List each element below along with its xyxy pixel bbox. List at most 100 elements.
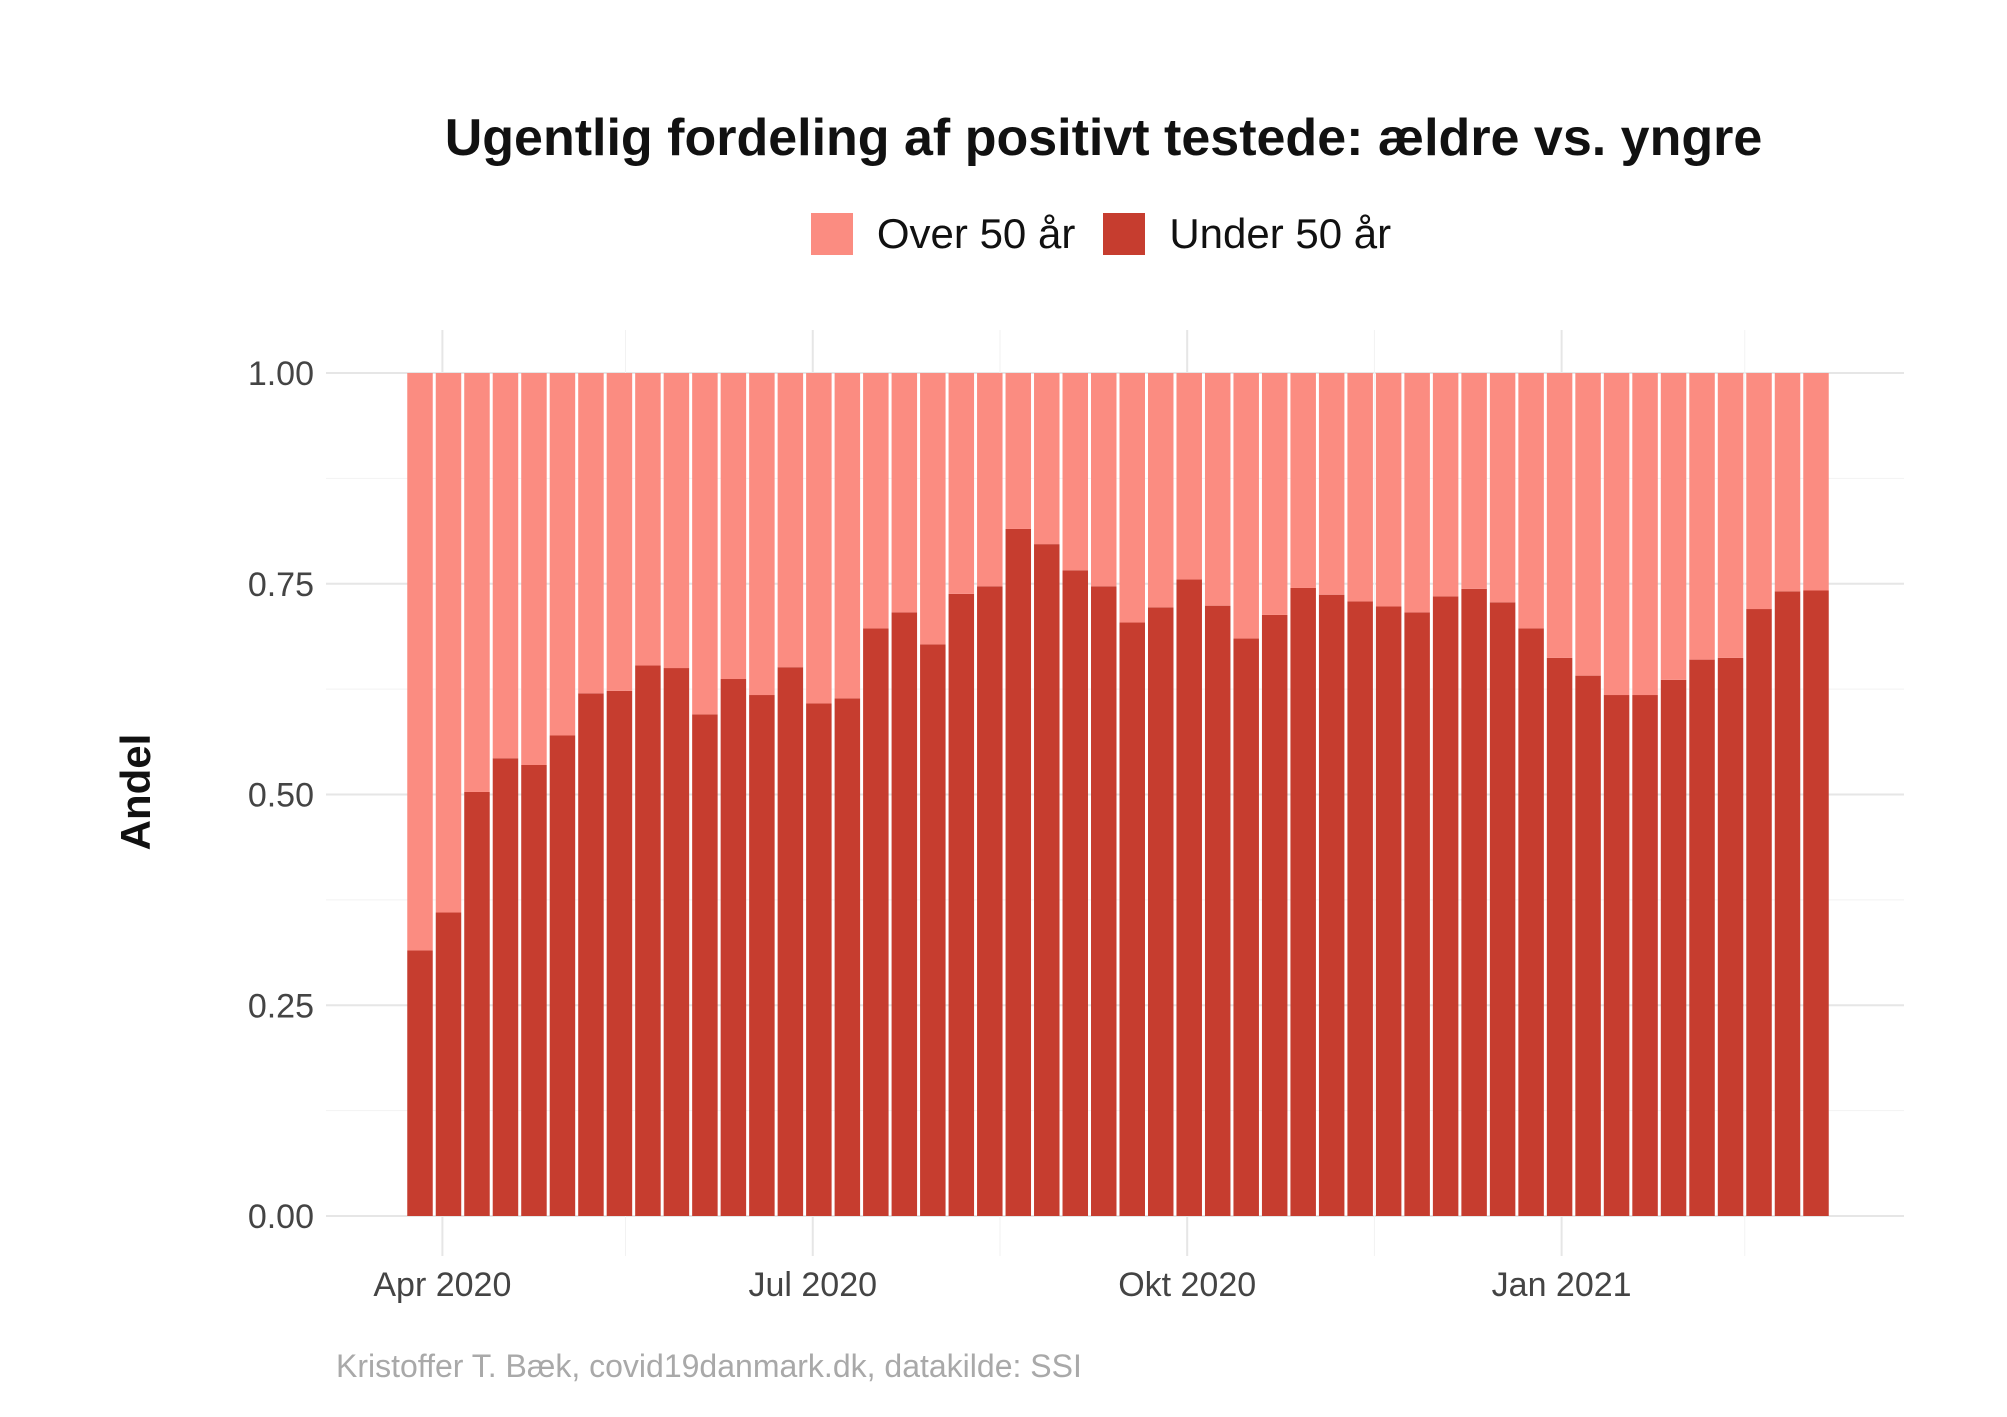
bar-under-50 [1404,612,1430,1216]
bar-over-50 [464,373,490,792]
bar-under-50 [1375,606,1402,1216]
bar-under-50 [606,690,633,1216]
bar-over-50 [692,373,718,715]
bar-under-50 [777,667,804,1216]
bar-under-50 [1489,602,1516,1216]
bar-over-50 [977,373,1003,587]
bar-over-50 [806,373,832,704]
bar-under-50 [1347,601,1373,1216]
bar-under-50 [749,695,775,1216]
y-tick-label: 0.75 [248,566,314,604]
bar-under-50 [1034,544,1060,1216]
bar-under-50 [521,764,547,1216]
bar-under-50 [663,668,690,1216]
bar-over-50 [1803,373,1829,591]
x-tick-label: Jan 2021 [1492,1266,1632,1304]
bar-over-50 [1489,373,1516,603]
bar-under-50 [948,593,975,1216]
x-tick-label: Apr 2020 [373,1266,511,1304]
bar-under-50 [549,735,576,1216]
bar-over-50 [1034,373,1060,545]
bar-under-50 [435,912,462,1216]
bar-over-50 [549,373,576,736]
x-tick-label: Jul 2020 [748,1266,877,1304]
y-tick-label: 1.00 [248,355,314,393]
bar-under-50 [1147,607,1174,1216]
bar-over-50 [1660,373,1687,680]
bar-under-50 [1233,638,1259,1216]
legend: Over 50 år Under 50 år [0,210,2007,258]
bar-over-50 [492,373,519,759]
bar-under-50 [1603,695,1630,1216]
bar-over-50 [663,373,690,669]
bar-under-50 [1062,570,1089,1216]
bar-over-50 [635,373,661,666]
bar-over-50 [1147,373,1174,608]
bar-under-50 [1119,622,1145,1216]
bar-under-50 [1632,695,1658,1216]
bar-over-50 [1375,373,1402,607]
bar-under-50 [1091,586,1117,1216]
bar-over-50 [1290,373,1316,588]
bar-under-50 [1717,657,1744,1216]
bar-under-50 [464,791,490,1216]
bar-over-50 [1062,373,1089,571]
bar-under-50 [492,758,519,1216]
bar-under-50 [635,665,661,1216]
bar-over-50 [435,373,462,913]
bar-under-50 [1204,605,1231,1216]
x-tick-label: Okt 2020 [1118,1266,1256,1304]
bar-under-50 [1318,594,1345,1216]
bar-over-50 [578,373,604,694]
bar-over-50 [1318,373,1345,595]
y-tick-label: 0.25 [248,987,314,1025]
bar-under-50 [1432,596,1459,1216]
bar-under-50 [834,698,861,1216]
bar-over-50 [1176,373,1202,580]
bar-under-50 [1774,591,1801,1216]
bar-over-50 [1233,373,1259,639]
bar-over-50 [1774,373,1801,592]
bar-over-50 [1347,373,1373,602]
bar-under-50 [1005,528,1032,1216]
bar-under-50 [1575,675,1601,1216]
bar-over-50 [1204,373,1231,606]
bar-under-50 [407,950,433,1216]
bar-over-50 [1746,373,1772,610]
bar-over-50 [777,373,804,668]
bar-over-50 [1461,373,1487,589]
bar-under-50 [920,644,946,1216]
bar-over-50 [1689,373,1715,660]
bar-under-50 [1803,590,1829,1216]
bar-over-50 [948,373,975,594]
axis-labels: 0.00 0.25 0.50 0.75 1.00 Apr 2020 Jul 2020 Okt … [248,355,1632,1304]
bar-over-50 [1632,373,1658,696]
legend-swatch-under-50 [1103,213,1146,255]
bar-over-50 [407,373,433,951]
bars [407,373,1829,1216]
bar-over-50 [1518,373,1544,629]
y-tick-label: 0.50 [248,777,314,815]
bar-under-50 [578,693,604,1216]
legend-item-under-50: Under 50 år [1103,210,1391,258]
bar-under-50 [891,612,918,1216]
bar-over-50 [1546,373,1573,658]
bar-under-50 [1546,657,1573,1216]
bar-under-50 [720,679,747,1216]
legend-item-over-50: Over 50 år [810,210,1075,258]
y-tick-label: 0.00 [248,1198,314,1236]
bar-under-50 [1176,579,1202,1216]
bar-over-50 [1575,373,1601,676]
bar-under-50 [1518,628,1544,1216]
bar-over-50 [1717,373,1744,658]
bar-over-50 [1005,373,1032,529]
bar-over-50 [891,373,918,613]
caption: Kristoffer T. Bæk, covid19danmark.dk, da… [336,1348,1082,1384]
bar-under-50 [1689,659,1715,1216]
bar-under-50 [1261,614,1288,1216]
chart-title: Ugentlig fordeling af positivt testede: … [444,109,1763,167]
bar-over-50 [1261,373,1288,615]
bar-over-50 [521,373,547,765]
bar-over-50 [1603,373,1630,696]
